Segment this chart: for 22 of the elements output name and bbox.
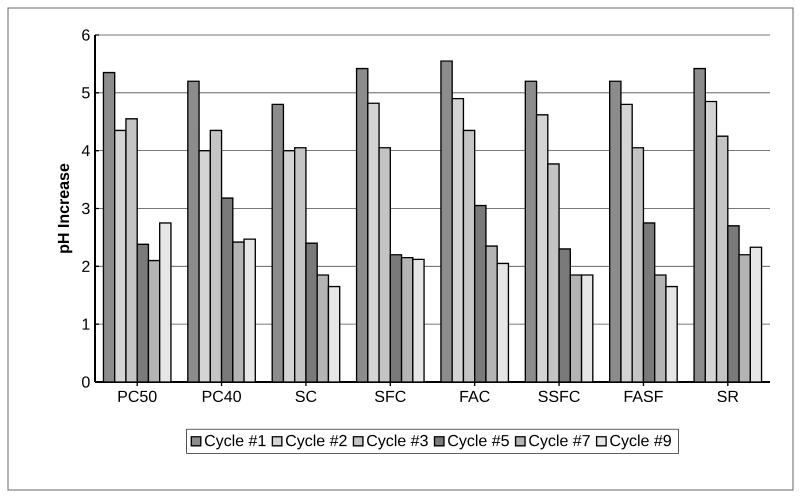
- y-tick-label: 6: [82, 29, 90, 41]
- legend-label: Cycle #9: [610, 434, 671, 450]
- x-tick-label: SC: [296, 390, 316, 402]
- legend-label: Cycle #2: [286, 434, 347, 450]
- legend-label: Cycle #7: [529, 434, 590, 450]
- legend-label: Cycle #1: [204, 434, 266, 450]
- x-tick-label: FASF: [624, 390, 663, 402]
- x-tick-label: PC40: [202, 390, 241, 402]
- x-tick-label: PC50: [118, 390, 157, 402]
- x-tick-label: FAC: [460, 390, 490, 402]
- x-tick-label: SFC: [375, 390, 406, 402]
- y-tick-label: 0: [82, 376, 90, 388]
- x-tick-label: SSFC: [538, 390, 580, 402]
- x-tick-label: SR: [717, 390, 738, 402]
- y-tick-label: 1: [82, 318, 90, 330]
- y-tick-label: 5: [82, 87, 90, 98]
- legend-label: Cycle #5: [448, 434, 509, 450]
- y-tick-label: 2: [82, 260, 90, 272]
- y-tick-label: 4: [82, 145, 90, 156]
- legend-label: Cycle #3: [367, 434, 428, 450]
- y-tick-label: 3: [82, 202, 90, 214]
- y-axis-title: pH Increase: [58, 164, 72, 253]
